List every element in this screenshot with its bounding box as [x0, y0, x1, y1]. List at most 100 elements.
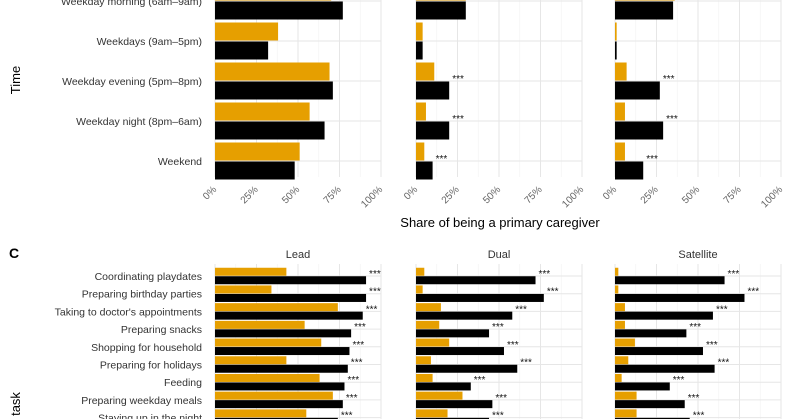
bar-male: [215, 81, 333, 100]
bar-female: [615, 338, 635, 347]
significance-label: ***: [341, 411, 353, 419]
bar-male: [615, 382, 670, 391]
x-tick-label: 50%: [680, 184, 702, 206]
category-label: Weekend: [158, 156, 202, 168]
bar-male: [615, 293, 745, 302]
significance-label: ***: [728, 269, 740, 280]
significance-label: ***: [351, 358, 363, 369]
x-tick-label: 25%: [639, 184, 661, 206]
category-label: Preparing snacks: [121, 324, 202, 336]
bar-female: [615, 409, 637, 418]
bar-male: [215, 161, 295, 180]
bar-female: [416, 373, 433, 382]
bar-female: [615, 320, 625, 329]
significance-label: ***: [718, 358, 730, 369]
bar-male: [615, 400, 685, 409]
bar-male: [215, 347, 350, 356]
x-tick-label: 100%: [560, 184, 586, 210]
category-label: Staying up in the night: [98, 413, 202, 419]
x-tick-label: 0%: [201, 184, 219, 202]
bar-female: [416, 391, 463, 400]
bar-male: [416, 276, 536, 285]
bar-female: [416, 102, 426, 121]
significance-label: ***: [706, 340, 718, 351]
bar-female: [615, 391, 637, 400]
bar-male: [615, 1, 674, 20]
significance-label: ***: [646, 154, 658, 165]
significance-label: ***: [347, 375, 359, 386]
x-tick-label: 50%: [481, 184, 503, 206]
significance-label: ***: [515, 304, 527, 315]
bar-female: [215, 391, 333, 400]
bar-female: [215, 338, 322, 347]
bar-female: [416, 338, 450, 347]
category-label: Weekday morning (6am–9am): [61, 0, 202, 8]
significance-label: ***: [507, 340, 519, 351]
x-tick-label: 100%: [759, 184, 785, 210]
significance-label: ***: [495, 393, 507, 404]
bar-male: [615, 276, 725, 285]
x-axis-title: Share of being a primary caregiver: [400, 215, 600, 230]
x-tick-label: 25%: [440, 184, 462, 206]
bar-male: [416, 293, 544, 302]
bar-male: [416, 121, 450, 140]
category-label: Weekday night (8pm–6am): [76, 116, 202, 128]
bar-female: [215, 409, 307, 418]
bar-female: [416, 22, 423, 41]
bar-male: [215, 276, 367, 285]
bar-female: [615, 373, 622, 382]
bar-female: [615, 267, 619, 276]
facet-strip-label: Dual: [488, 249, 511, 261]
category-label: Preparing for holidays: [100, 360, 202, 372]
x-tick-label: 75%: [722, 184, 744, 206]
significance-label: ***: [673, 375, 685, 386]
bar-female: [215, 62, 330, 81]
bar-male: [416, 417, 490, 419]
bar-female: [615, 0, 675, 1]
bar-female: [215, 320, 305, 329]
bar-male: [416, 400, 493, 409]
significance-label: ***: [547, 287, 559, 298]
x-tick-label: 25%: [239, 184, 261, 206]
category-label: Weekdays (9am–5pm): [97, 36, 202, 48]
significance-label: ***: [492, 322, 504, 333]
bar-female: [215, 142, 300, 161]
significance-label: ***: [666, 114, 678, 125]
significance-label: ***: [352, 340, 364, 351]
significance-label: ***: [346, 393, 358, 404]
x-tick-label: 75%: [523, 184, 545, 206]
bar-female: [416, 142, 425, 161]
category-label: Weekday evening (5pm–8pm): [62, 76, 202, 88]
significance-label: ***: [436, 154, 448, 165]
bar-male: [215, 311, 363, 320]
bar-female: [215, 285, 272, 294]
bar-male: [615, 161, 644, 180]
significance-label: ***: [452, 74, 464, 85]
y-axis-title-task: task: [8, 392, 23, 416]
bar-female: [215, 102, 310, 121]
significance-label: ***: [369, 287, 381, 298]
bar-male: [215, 417, 338, 419]
bar-male: [615, 311, 713, 320]
bar-female: [416, 303, 441, 312]
significance-label: ***: [366, 304, 378, 315]
category-label: Coordinating playdates: [95, 271, 202, 283]
category-label: Preparing weekday meals: [81, 395, 202, 407]
bar-male: [416, 364, 518, 373]
bar-female: [615, 102, 625, 121]
bar-male: [215, 364, 348, 373]
bar-female: [215, 267, 287, 276]
significance-label: ***: [663, 74, 675, 85]
significance-label: ***: [688, 393, 700, 404]
significance-label: ***: [474, 375, 486, 386]
bar-female: [215, 303, 338, 312]
bar-male: [416, 81, 450, 100]
facet-strip-label: Satellite: [678, 249, 717, 261]
bar-male: [615, 329, 687, 338]
bar-male: [416, 347, 504, 356]
bar-female: [416, 267, 425, 276]
bar-female: [416, 409, 448, 418]
bar-male: [215, 400, 343, 409]
significance-label: ***: [354, 322, 366, 333]
